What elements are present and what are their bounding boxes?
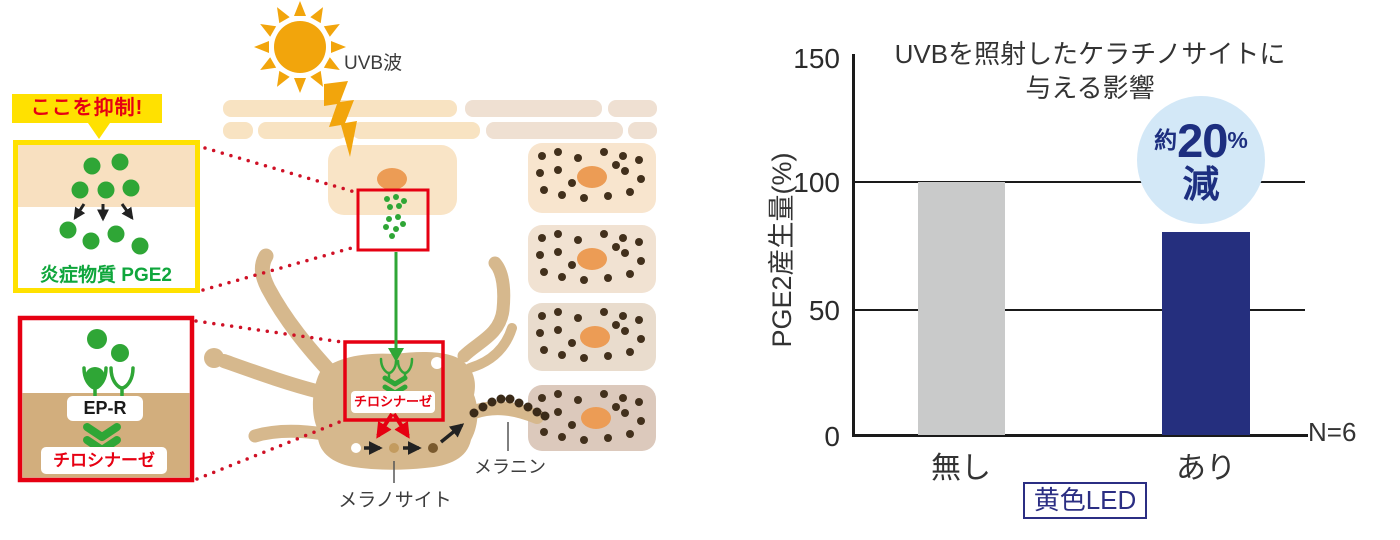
- reduction-badge: 約 20% 減: [1137, 96, 1265, 224]
- ytick-100: 100: [793, 167, 840, 198]
- bar-control: [918, 181, 1005, 435]
- tyrosinase-label-melanocyte: チロシナーゼ: [351, 391, 435, 413]
- pge2-inflammation-box: [13, 140, 200, 293]
- uvb-bolt-icon: [324, 81, 357, 157]
- cell-nucleus: [577, 166, 607, 188]
- melanin-granules: [536, 230, 645, 284]
- keratinocyte-cell: [328, 145, 457, 215]
- x-axis-line: [852, 434, 1308, 437]
- melanin-maturation: [351, 423, 465, 455]
- pge2-molecules: [85, 329, 129, 387]
- cell-nucleus: [580, 326, 610, 348]
- dotted-connectors: [194, 146, 357, 481]
- melanin-chain: [469, 394, 550, 421]
- ytick-0: 0: [824, 421, 840, 452]
- tyrosinase-action-arrows: [376, 412, 410, 439]
- pge2-bar-chart: PGE2産生量(%) 150 100 50 0 UVBを照射したケラチノサイトに…: [700, 0, 1400, 540]
- cell-nucleus: [581, 407, 611, 429]
- yellow-led-group-label: 黄色LED: [1023, 482, 1147, 519]
- ytick-150: 150: [793, 43, 840, 74]
- keratinocyte-nucleus: [377, 168, 407, 190]
- ytick-50: 50: [808, 295, 840, 326]
- epr-receptor-icon: [82, 366, 135, 401]
- melanocyte-vacuole: [431, 357, 443, 369]
- bar-yellow-led: [1162, 232, 1250, 435]
- sun-icon: [254, 1, 346, 93]
- melanin-granules: [536, 148, 645, 202]
- melanin-granules: [536, 308, 645, 362]
- melanocyte-cell: [204, 248, 544, 470]
- pge2-signal-arrow: [388, 252, 404, 362]
- suppress-here-banner: ここを抑制!: [12, 94, 162, 123]
- chart-title: UVBを照射したケラチノサイトに 与える影響: [894, 39, 1286, 103]
- melanocyte-label: メラノサイト: [338, 490, 452, 511]
- category-label-with: あり: [1176, 452, 1236, 485]
- epr-receptor-label: EP-R: [67, 396, 143, 421]
- tyrosinase-label: チロシナーゼ: [41, 447, 167, 474]
- inflammation-pge2-label: 炎症物質 PGE2: [40, 265, 172, 286]
- release-arrows: [73, 203, 134, 222]
- y-axis-line: [852, 54, 855, 437]
- pge2-granules: [383, 194, 407, 239]
- melanin-label: メラニン: [474, 457, 546, 477]
- tyrosinase-zoom-square: [343, 340, 445, 422]
- pge2-release-zoom-square: [356, 188, 430, 252]
- skin-cell-column: [528, 143, 656, 451]
- skin-diagram: [13, 1, 657, 483]
- gridline-100: [855, 181, 1305, 183]
- category-label-without: 無し: [931, 452, 991, 485]
- uvb-wave-label: UVB波: [344, 53, 403, 74]
- banner-pointer: [88, 123, 110, 139]
- sample-size-label: N=6: [1308, 417, 1357, 447]
- pge2-molecules: [59, 153, 149, 255]
- skin-surface-bars: [223, 100, 657, 139]
- cell-nucleus: [577, 248, 607, 270]
- y-axis-label: PGE2産生量(%): [767, 152, 797, 348]
- gridline-50: [855, 309, 1305, 311]
